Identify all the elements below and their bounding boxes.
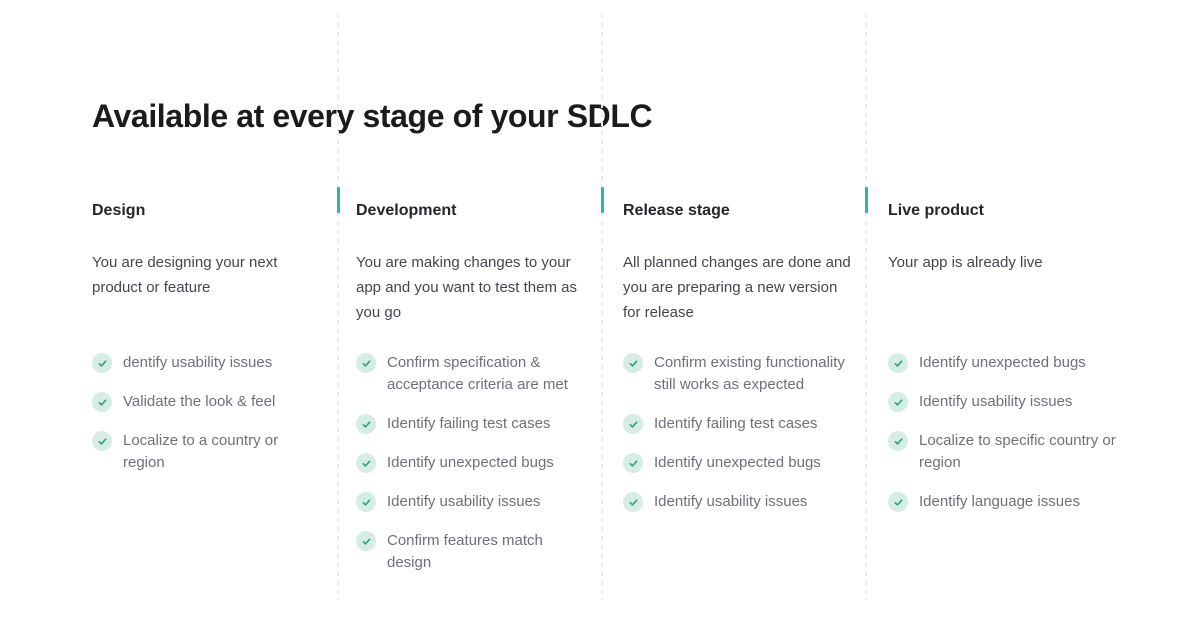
checklist-item-label: dentify usability issues [123, 354, 273, 371]
stage-title: Release stage [623, 202, 730, 220]
checklist-item-label: Localize to a country or region [123, 432, 279, 471]
checklist-item: Confirm existing functionality still wor… [623, 352, 851, 396]
checklist-item: Identify unexpected bugs [356, 452, 568, 474]
stage-column-release: Release stage All planned changes are do… [623, 0, 851, 630]
stage-column-development: Development You are making changes to yo… [356, 0, 584, 630]
check-circle-icon [623, 353, 643, 373]
live-checklist: Identify unexpected bugs Identify usabili… [888, 352, 1124, 530]
check-circle-icon [356, 531, 376, 551]
check-circle-icon [356, 414, 376, 434]
stage-description: Your app is already live [888, 254, 1043, 271]
column-divider-dashed [337, 14, 339, 600]
stage-description: You are making changes to your app and y… [356, 254, 577, 321]
checklist-item-label: Identify usability issues [387, 493, 541, 510]
checklist-item: Identify usability issues [356, 491, 568, 513]
release-checklist: Confirm existing functionality still wor… [623, 352, 851, 530]
check-circle-icon [888, 392, 908, 412]
page-title: Available at every stage of your SDLC [92, 98, 653, 135]
check-circle-icon [356, 492, 376, 512]
checklist-item-label: Identify unexpected bugs [654, 454, 821, 471]
checklist-item-label: Validate the look & feel [123, 393, 276, 410]
checklist-item: Identify language issues [888, 491, 1124, 513]
checklist-item-label: Localize to specific country or region [919, 432, 1116, 471]
check-circle-icon [356, 353, 376, 373]
teal-accent-bar [601, 187, 604, 213]
stage-column-live: Live product Your app is already live Id… [888, 0, 1124, 630]
checklist-item: dentify usability issues [92, 352, 306, 374]
checklist-item: Identify unexpected bugs [623, 452, 851, 474]
design-checklist: dentify usability issues Validate the loo… [92, 352, 306, 491]
check-circle-icon [356, 453, 376, 473]
checklist-item-label: Identify failing test cases [654, 415, 818, 432]
checklist-item-label: Identify unexpected bugs [919, 354, 1086, 371]
stage-title: Live product [888, 202, 985, 220]
stage-column-design: Design You are designing your next produ… [92, 0, 306, 630]
stage-title: Development [356, 202, 457, 220]
column-divider-dashed [865, 14, 867, 600]
check-circle-icon [888, 431, 908, 451]
development-checklist: Confirm specification & acceptance crite… [356, 352, 568, 591]
teal-accent-bar [337, 187, 340, 213]
check-circle-icon [92, 431, 112, 451]
check-circle-icon [623, 453, 643, 473]
checklist-item: Confirm specification & acceptance crite… [356, 352, 568, 396]
checklist-item-label: Confirm features match design [387, 532, 543, 571]
checklist-item: Localize to specific country or region [888, 430, 1124, 474]
checklist-item: Identify failing test cases [356, 413, 568, 435]
stage-title: Design [92, 202, 146, 220]
checklist-item: Identify unexpected bugs [888, 352, 1124, 374]
checklist-item: Confirm features match design [356, 530, 568, 574]
checklist-item-label: Identify language issues [919, 493, 1080, 510]
checklist-item-label: Identify unexpected bugs [387, 454, 554, 471]
checklist-item: Identify usability issues [623, 491, 851, 513]
stage-description: You are designing your next product or f… [92, 254, 278, 296]
check-circle-icon [888, 492, 908, 512]
checklist-item-label: Confirm existing functionality still wor… [654, 354, 845, 393]
check-circle-icon [92, 353, 112, 373]
checklist-item: Validate the look & feel [92, 391, 306, 413]
check-circle-icon [888, 353, 908, 373]
check-circle-icon [623, 414, 643, 434]
checklist-item-label: Confirm specification & acceptance crite… [387, 354, 568, 393]
teal-accent-bar [865, 187, 868, 213]
stage-description: All planned changes are done and you are… [623, 254, 851, 321]
checklist-item-label: Identify failing test cases [387, 415, 551, 432]
column-divider-dashed [601, 14, 603, 600]
check-circle-icon [92, 392, 112, 412]
checklist-item: Localize to a country or region [92, 430, 306, 474]
checklist-item-label: Identify usability issues [919, 393, 1073, 410]
check-circle-icon [623, 492, 643, 512]
checklist-item: Identify usability issues [888, 391, 1124, 413]
checklist-item: Identify failing test cases [623, 413, 851, 435]
checklist-item-label: Identify usability issues [654, 493, 808, 510]
